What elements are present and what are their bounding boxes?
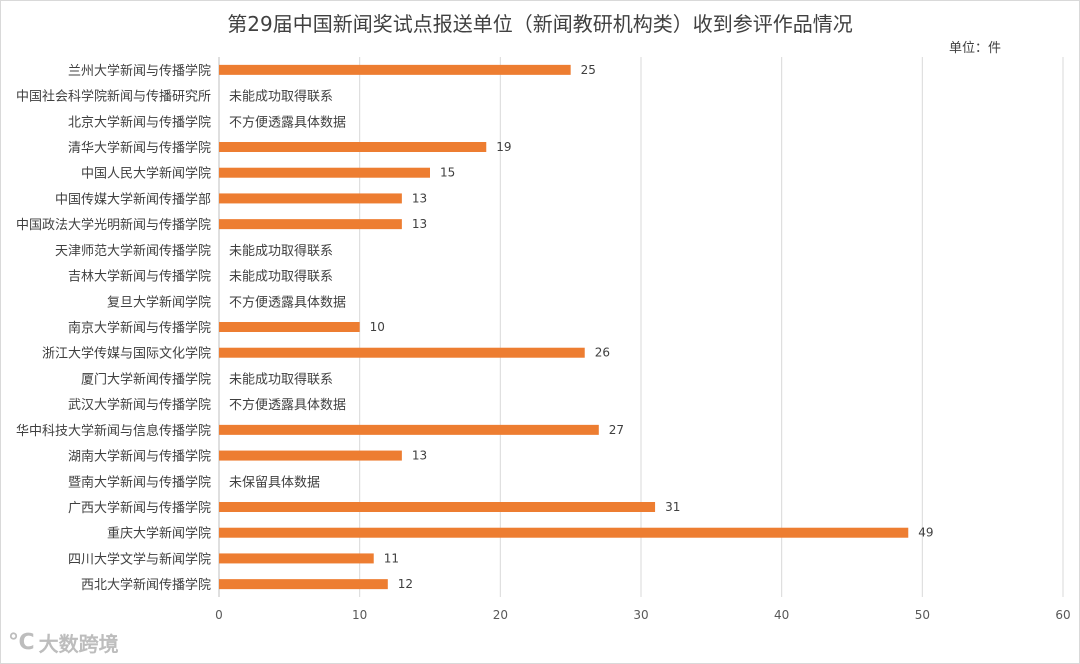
x-tick-label: 50 — [915, 608, 930, 622]
category-label: 西北大学新闻传播学院 — [81, 577, 211, 593]
bar — [219, 450, 402, 461]
category-label: 兰州大学新闻与传播学院 — [68, 63, 211, 79]
bar-value-label: 12 — [398, 577, 413, 591]
bar-value-label: 13 — [412, 191, 427, 205]
category-label: 复旦大学新闻学院 — [107, 294, 211, 310]
bar-note-label: 不方便透露具体数据 — [229, 294, 346, 310]
category-label: 北京大学新闻与传播学院 — [68, 114, 211, 130]
bar-value-label: 11 — [384, 551, 399, 565]
bar-note-label: 未能成功取得联系 — [229, 243, 333, 259]
bar-note-label: 未能成功取得联系 — [229, 89, 333, 105]
bar — [219, 502, 656, 512]
bar-value-label: 31 — [665, 500, 680, 514]
bar — [219, 322, 360, 332]
watermark: ℃ 大数跨境 — [8, 628, 119, 657]
category-label: 清华大学新闻与传播学院 — [68, 140, 211, 156]
category-label: 中国传媒大学新闻传播学部 — [55, 191, 211, 207]
big-data-logo-icon: ℃ — [8, 629, 35, 655]
x-tick-label: 30 — [633, 608, 648, 622]
chart-title: 第29届中国新闻奖试点报送单位（新闻教研机构类）收到参评作品情况 — [227, 12, 853, 36]
category-label: 华中科技大学新闻与信息传播学院 — [16, 423, 211, 439]
category-label: 吉林大学新闻与传播学院 — [68, 269, 211, 285]
bar — [219, 193, 402, 204]
category-label: 暨南大学新闻与传播学院 — [68, 474, 211, 490]
bar — [219, 142, 487, 152]
bar — [219, 579, 388, 590]
category-label: 中国政法大学光明新闻与传播学院 — [16, 217, 211, 233]
category-label: 重庆大学新闻学院 — [107, 526, 211, 542]
category-label: 中国人民大学新闻学院 — [81, 166, 211, 182]
bar-note-label: 不方便透露具体数据 — [229, 397, 346, 413]
x-tick-label: 60 — [1055, 608, 1070, 622]
bar-note-label: 未能成功取得联系 — [229, 371, 333, 387]
category-label: 浙江大学传媒与国际文化学院 — [42, 346, 211, 362]
bar — [219, 527, 909, 538]
category-label: 四川大学文学与新闻学院 — [68, 551, 211, 567]
category-label: 南京大学新闻与传播学院 — [68, 320, 211, 336]
bar-value-label: 13 — [412, 449, 427, 463]
watermark-text: 大数跨境 — [38, 632, 119, 656]
x-tick-label: 40 — [774, 608, 789, 622]
bar-value-label: 27 — [609, 423, 624, 437]
x-tick-label: 0 — [215, 608, 223, 622]
x-tick-label: 20 — [493, 608, 508, 622]
category-label: 天津师范大学新闻传播学院 — [55, 243, 211, 259]
bar-value-label: 25 — [581, 63, 596, 77]
category-label: 武汉大学新闻与传播学院 — [68, 397, 211, 413]
bar — [219, 64, 571, 75]
bar-value-label: 26 — [595, 346, 610, 360]
bar-value-label: 49 — [918, 526, 933, 540]
bar — [219, 424, 599, 435]
bar-value-label: 15 — [440, 166, 455, 180]
bar — [219, 167, 430, 178]
category-label: 中国社会科学院新闻与传播研究所 — [16, 89, 211, 105]
bar-value-label: 10 — [370, 320, 385, 334]
bar — [219, 347, 585, 358]
bar — [219, 553, 374, 564]
bar-note-label: 不方便透露具体数据 — [229, 114, 346, 130]
bar — [219, 219, 402, 230]
bar-value-label: 19 — [496, 140, 511, 154]
bar-note-label: 未能成功取得联系 — [229, 269, 333, 285]
category-label: 湖南大学新闻与传播学院 — [68, 449, 211, 465]
category-label: 厦门大学新闻传播学院 — [81, 371, 211, 387]
bar-value-label: 13 — [412, 217, 427, 231]
bar-note-label: 未保留具体数据 — [229, 475, 320, 490]
unit-label: 单位：件 — [949, 41, 1002, 56]
x-tick-label: 10 — [352, 608, 367, 622]
category-label: 广西大学新闻与传播学院 — [68, 500, 211, 516]
